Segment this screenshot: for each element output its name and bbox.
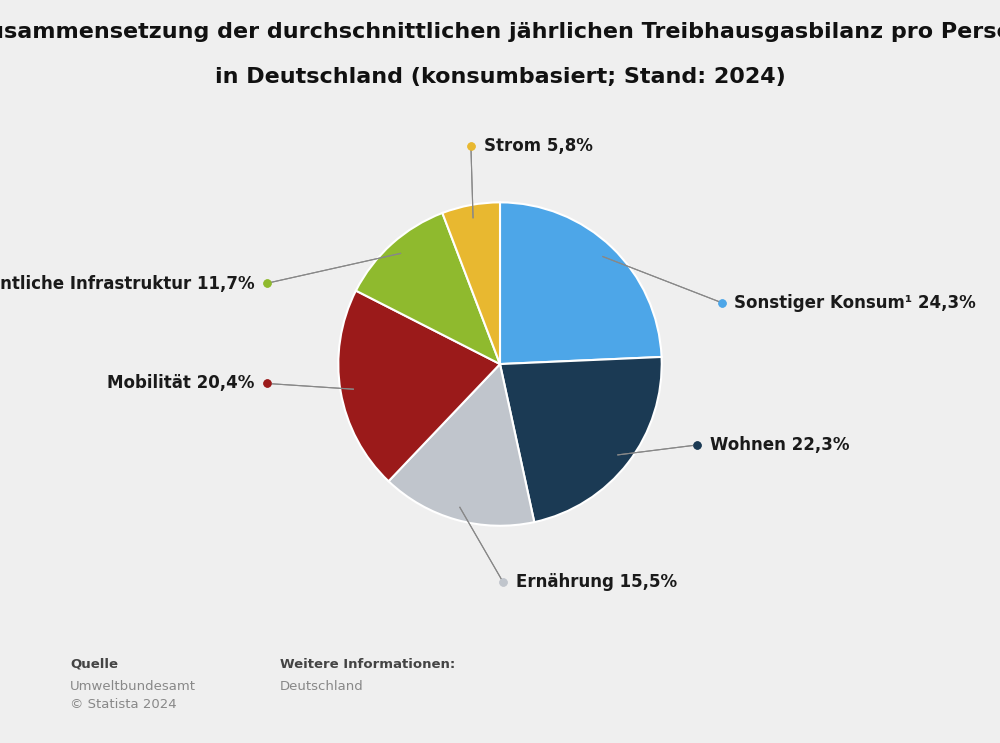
Wedge shape	[356, 213, 500, 364]
Text: © Statista 2024: © Statista 2024	[70, 698, 177, 711]
Text: Zusammensetzung der durchschnittlichen jährlichen Treibhausgasbilanz pro Person: Zusammensetzung der durchschnittlichen j…	[0, 22, 1000, 42]
Wedge shape	[500, 357, 662, 522]
Text: Deutschland: Deutschland	[280, 680, 364, 692]
Wedge shape	[500, 202, 662, 364]
Text: Mobilität 20,4%: Mobilität 20,4%	[107, 374, 254, 392]
Text: Strom 5,8%: Strom 5,8%	[484, 137, 593, 155]
Text: Ernährung 15,5%: Ernährung 15,5%	[516, 574, 677, 591]
Wedge shape	[338, 291, 500, 481]
Text: Öffentliche Infrastruktur 11,7%: Öffentliche Infrastruktur 11,7%	[0, 273, 254, 293]
Text: in Deutschland (konsumbasiert; Stand: 2024): in Deutschland (konsumbasiert; Stand: 20…	[215, 67, 785, 87]
Text: Quelle: Quelle	[70, 658, 118, 670]
Text: Sonstiger Konsum¹ 24,3%: Sonstiger Konsum¹ 24,3%	[734, 293, 976, 311]
Text: Weitere Informationen:: Weitere Informationen:	[280, 658, 455, 670]
Text: Wohnen 22,3%: Wohnen 22,3%	[710, 436, 850, 454]
Wedge shape	[442, 202, 500, 364]
Text: Umweltbundesamt: Umweltbundesamt	[70, 680, 196, 692]
Wedge shape	[389, 364, 534, 526]
